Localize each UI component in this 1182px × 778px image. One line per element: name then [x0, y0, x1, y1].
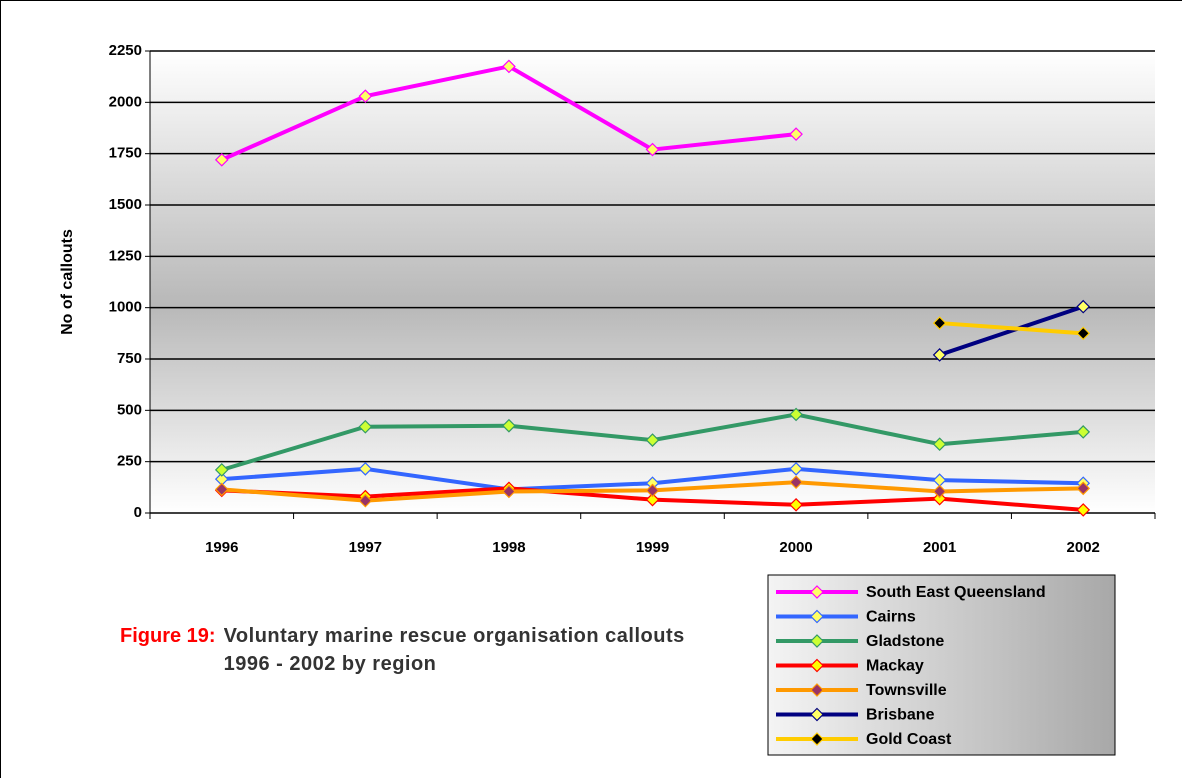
marker — [789, 497, 803, 512]
marker — [932, 491, 947, 506]
legend-label: Mackay — [866, 658, 924, 675]
marker — [932, 484, 947, 499]
y-tick-label: 250 — [117, 453, 142, 470]
marker — [789, 475, 803, 490]
marker — [1076, 326, 1091, 341]
y-tick-label: 500 — [117, 401, 142, 418]
legend-label: Cairns — [866, 609, 916, 626]
series-line — [939, 304, 1084, 357]
x-tick-label: 2000 — [779, 539, 812, 556]
legend-label: Gold Coast — [866, 731, 952, 748]
legend-marker — [810, 732, 824, 746]
x-tick-label: 1996 — [205, 539, 238, 556]
legend-label: Brisbane — [866, 707, 935, 724]
x-tick-label: 1999 — [636, 539, 669, 556]
x-tick-label: 1998 — [492, 539, 525, 556]
marker — [645, 433, 660, 447]
legend-label: Gladstone — [866, 633, 944, 650]
marker — [932, 437, 947, 452]
legend-marker — [810, 609, 824, 624]
y-tick-label: 750 — [117, 350, 142, 367]
x-tick-label: 1997 — [349, 539, 382, 556]
legend-marker — [810, 585, 824, 599]
y-tick-label: 2000 — [109, 93, 142, 110]
legend-marker — [810, 658, 824, 673]
x-tick-label: 2002 — [1067, 539, 1100, 556]
marker — [645, 483, 660, 498]
legend-marker — [810, 634, 824, 648]
marker — [358, 89, 373, 104]
legend-marker — [810, 683, 824, 697]
figure-label: Figure 19: — [120, 625, 216, 647]
marker — [1076, 503, 1091, 517]
legend-label: Townsville — [866, 682, 947, 699]
chart-title: Voluntary marine rescue organisation cal… — [223, 625, 685, 675]
y-tick-label: 1250 — [109, 247, 142, 264]
marker — [789, 407, 803, 422]
marker — [645, 492, 660, 507]
legend-label: South East Queensland — [866, 584, 1046, 601]
marker — [214, 152, 229, 167]
y-tick-label: 0 — [134, 504, 142, 521]
marker — [502, 59, 516, 74]
legend-marker — [810, 707, 824, 722]
marker — [645, 142, 660, 157]
marker — [789, 127, 803, 142]
y-tick-label: 1500 — [109, 196, 142, 213]
marker — [358, 419, 373, 434]
marker — [358, 462, 373, 476]
marker — [214, 463, 229, 477]
y-tick-label: 1000 — [109, 299, 142, 316]
marker — [789, 462, 803, 476]
marker — [502, 484, 516, 499]
series-line — [939, 321, 1084, 336]
y-tick-label: 1750 — [109, 145, 142, 162]
marker — [932, 316, 947, 330]
marker — [1076, 299, 1091, 314]
marker — [1076, 425, 1091, 439]
marker — [1076, 481, 1091, 496]
y-tick-label: 2250 — [109, 42, 142, 59]
x-tick-label: 2001 — [923, 539, 956, 556]
marker — [932, 348, 947, 362]
marker — [502, 418, 516, 433]
marker — [358, 493, 373, 508]
marker — [214, 482, 229, 497]
y-axis-label: No of callouts — [59, 229, 76, 335]
caption: Figure 19: Voluntary marine rescue organ… — [120, 622, 730, 678]
